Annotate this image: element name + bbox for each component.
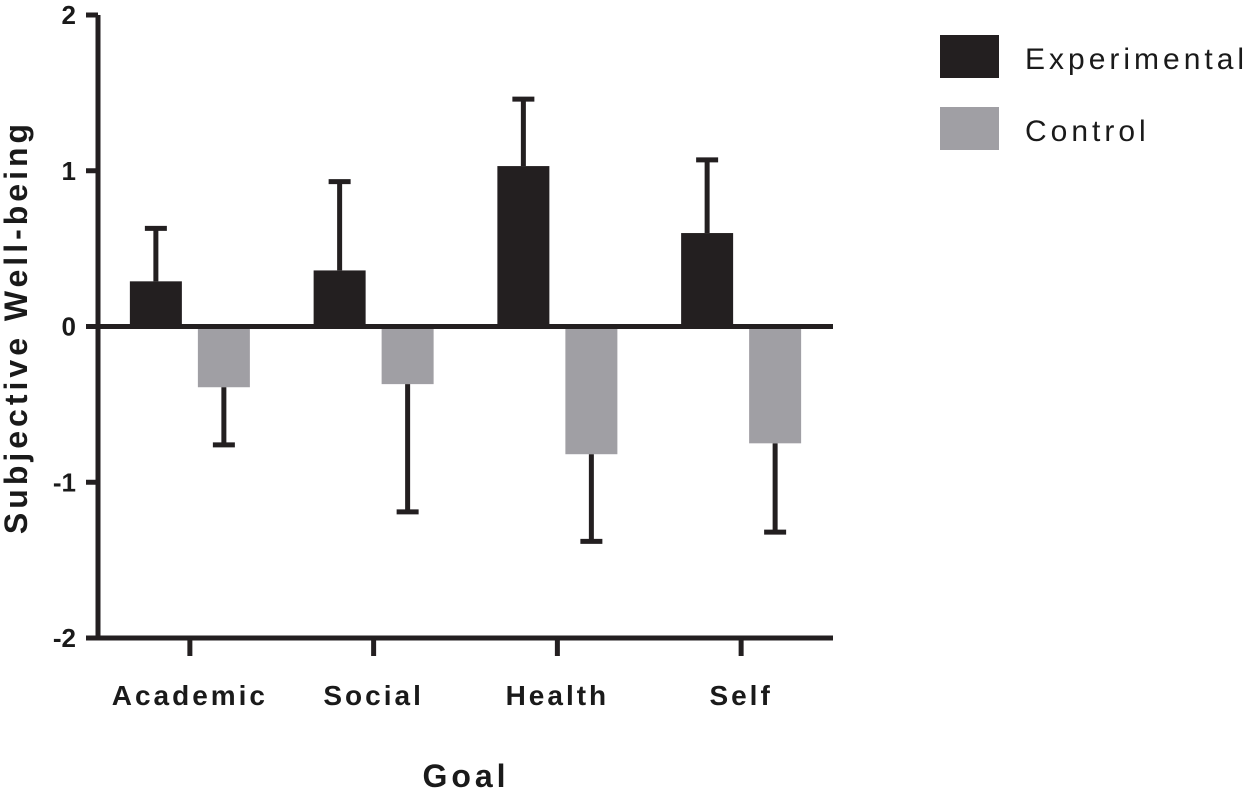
category-label: Health [506,680,610,711]
bar-control-social [381,326,434,385]
y-tick-label: 1 [62,156,76,186]
y-tick-label: 2 [62,0,76,30]
bar-experimental-self [681,233,734,327]
y-tick-label: -1 [53,467,76,497]
bars [98,96,833,544]
x-axis: Academic Social Health Self [98,635,833,711]
legend-swatch-experimental [940,35,999,78]
legend-label-control: Control [1025,115,1150,148]
bar-control-academic [197,326,250,388]
y-axis: 2 1 0 -1 -2 [53,0,101,653]
legend: Experimental Control [940,35,1248,150]
category-label: Self [709,680,772,711]
y-tick-label: -2 [53,623,76,653]
category-label: Academic [112,680,268,711]
legend-swatch-control [940,107,999,150]
x-axis-label: Goal [422,758,509,794]
bar-experimental-social [313,270,366,327]
bar-experimental-health [497,166,550,327]
bar-control-health [565,326,618,455]
y-axis-label: Subjective Well-being [0,120,34,534]
bar-experimental-academic [129,281,182,327]
bar-control-self [749,326,802,444]
y-tick-label: 0 [62,312,76,342]
category-label: Social [323,680,423,711]
legend-label-experimental: Experimental [1025,43,1248,76]
